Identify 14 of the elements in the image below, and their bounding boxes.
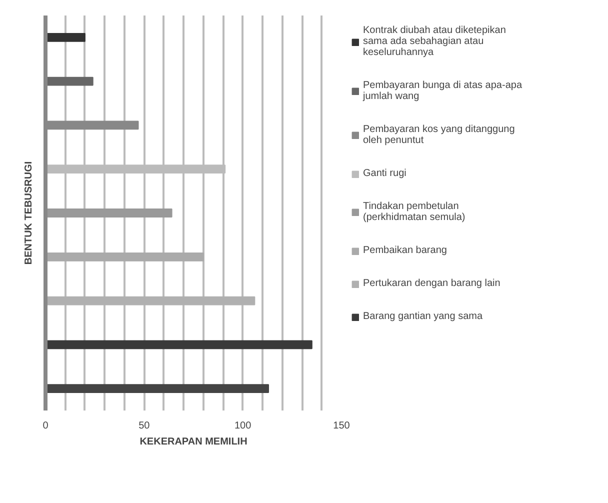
legend-label: Pembaikan barang	[363, 245, 447, 256]
legend-label: Kontrak diubah atau diketepikan sama ada sebahagian atau keseluruhannya	[363, 25, 506, 58]
x-tick-label: 150	[333, 420, 350, 432]
x-tick-label: 0	[42, 420, 49, 432]
legend-label: Ganti rugi	[363, 168, 406, 179]
legend-label: Pembayaran bunga di atas apa-apa jumlah wang	[363, 80, 522, 102]
x-tick-label: 100	[234, 420, 252, 432]
legend-label: Barang gantian yang sama	[363, 311, 483, 322]
legend-label: Tindakan pembetulan (perkhidmatan semula)	[363, 201, 466, 223]
legend-label: Pembayaran kos yang ditanggung oleh penuntut	[363, 124, 515, 146]
x-tick-label: 50	[138, 420, 150, 432]
x-axis-title: KEKERAPAN MEMILIH	[140, 436, 248, 448]
legend-label: Pertukaran dengan barang lain	[363, 278, 500, 289]
y-axis-title: BENTUK TEBUSRUGI	[24, 161, 34, 265]
